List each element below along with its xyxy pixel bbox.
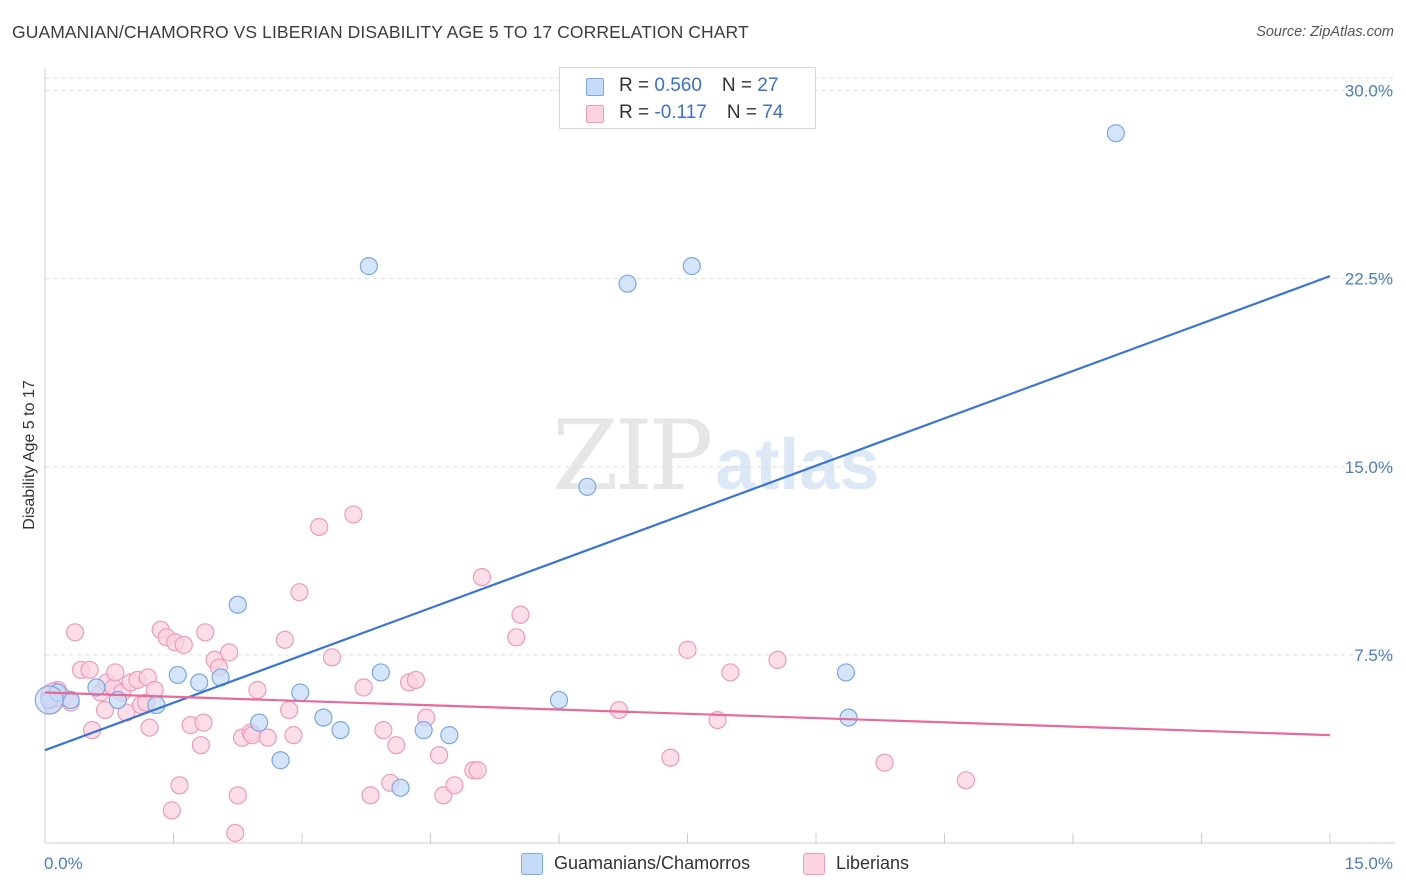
x-tick-label: 15.0%	[1345, 854, 1393, 873]
liberian-point	[956, 771, 976, 790]
guamanian-point	[839, 708, 858, 727]
legend-n-value: 74	[762, 102, 784, 123]
guamanian-point	[87, 678, 106, 697]
chart-title: GUAMANIAN/CHAMORRO VS LIBERIAN DISABILIT…	[12, 22, 749, 42]
liberian-point	[226, 823, 245, 843]
liberian-point	[678, 640, 697, 659]
legend-r-value: -0.117	[654, 102, 707, 123]
bottom-legend-swatch-liberian	[803, 853, 825, 875]
guamanian-point	[291, 683, 310, 702]
bottom-legend-label-guamanian: Guamanians/Chamorros	[554, 853, 751, 873]
liberian-trend-line	[44, 691, 1331, 737]
liberian-point	[406, 670, 426, 690]
guamanian-point	[578, 477, 597, 496]
guamanian-point	[836, 663, 856, 682]
y-tick-label: 22.5%	[1345, 270, 1393, 289]
liberian-point	[354, 678, 373, 697]
liberian-point	[661, 748, 680, 767]
liberian-point	[280, 700, 299, 720]
guamanian-trend-line	[44, 275, 1331, 752]
legend-swatch-guamanian	[586, 78, 604, 96]
guamanian-point	[250, 713, 269, 732]
liberian-point	[445, 776, 464, 795]
guamanian-point	[331, 721, 350, 740]
liberian-point	[875, 753, 894, 772]
liberian-point	[511, 605, 530, 624]
liberian-point	[106, 663, 125, 682]
liberian-point	[429, 746, 449, 765]
guamanian-point	[371, 663, 390, 682]
guamanian-point	[228, 595, 247, 614]
guamanian-point	[190, 673, 209, 692]
liberian-point	[344, 505, 363, 524]
legend-text-guamanian: R = 0.560 N = 27	[619, 75, 779, 96]
trend-lines	[44, 275, 1331, 752]
liberian-point	[310, 517, 329, 537]
liberian-point	[507, 628, 526, 647]
liberian-point	[609, 700, 629, 720]
legend-r-value: 0.560	[654, 75, 702, 96]
legend-n-value: 27	[757, 75, 779, 96]
liberian-point	[140, 718, 159, 737]
legend-text-liberian: R = -0.117 N = 74	[619, 102, 784, 123]
guamanian-point	[314, 708, 333, 727]
liberian-point	[284, 726, 303, 745]
guamanian-point	[359, 257, 378, 276]
liberian-point	[248, 680, 267, 700]
x-tick-label: 0.0%	[44, 854, 83, 873]
liberian-point	[65, 623, 85, 642]
source-label: Source: ZipAtlas.com	[1256, 24, 1394, 40]
bottom-legend-label-liberian: Liberians	[836, 853, 910, 873]
guamanian-point	[1106, 124, 1125, 143]
liberian-point	[374, 721, 393, 740]
liberian-point	[258, 728, 277, 747]
liberian-point	[196, 623, 215, 642]
liberian-point	[387, 736, 406, 755]
liberian-point	[95, 700, 115, 720]
liberian-point	[768, 650, 787, 670]
liberian-point	[220, 643, 239, 662]
guamanian-point	[391, 778, 410, 797]
liberian-point	[322, 648, 342, 667]
liberian-point	[194, 713, 213, 732]
guamanian-point	[271, 751, 290, 770]
guamanian-point	[440, 726, 459, 745]
bottom-legend-swatch-guamanian	[521, 853, 543, 875]
tick-labels: 7.5% 15.0% 22.5% 30.0% 0.0% 15.0%	[44, 82, 1393, 873]
liberian-point	[721, 663, 740, 682]
guamanian-points	[34, 124, 1125, 797]
y-axis-label: Disability Age 5 to 17	[21, 380, 38, 530]
liberian-point	[228, 786, 247, 805]
legend-swatch-liberian	[586, 105, 604, 123]
liberian-point	[290, 583, 309, 602]
y-tick-label: 15.0%	[1345, 458, 1393, 477]
guamanian-point	[414, 721, 433, 740]
liberian-point	[361, 786, 380, 805]
liberian-point	[275, 630, 294, 649]
liberian-point	[162, 801, 181, 820]
liberian-point	[472, 568, 491, 587]
y-tick-label: 30.0%	[1345, 82, 1393, 101]
guamanian-point	[168, 665, 187, 685]
liberian-point	[174, 635, 193, 654]
correlation-legend: R = 0.560 N = 27 R = -0.117 N = 74	[559, 67, 816, 129]
liberian-point	[80, 660, 99, 680]
guamanian-point	[34, 685, 64, 715]
guamanian-point	[682, 257, 701, 276]
gridlines	[45, 77, 1395, 656]
liberian-point	[170, 776, 189, 795]
liberian-point	[468, 761, 487, 780]
liberian-point	[191, 736, 211, 755]
guamanian-point	[549, 690, 569, 710]
guamanian-point	[618, 274, 637, 293]
y-tick-label: 7.5%	[1354, 646, 1393, 665]
